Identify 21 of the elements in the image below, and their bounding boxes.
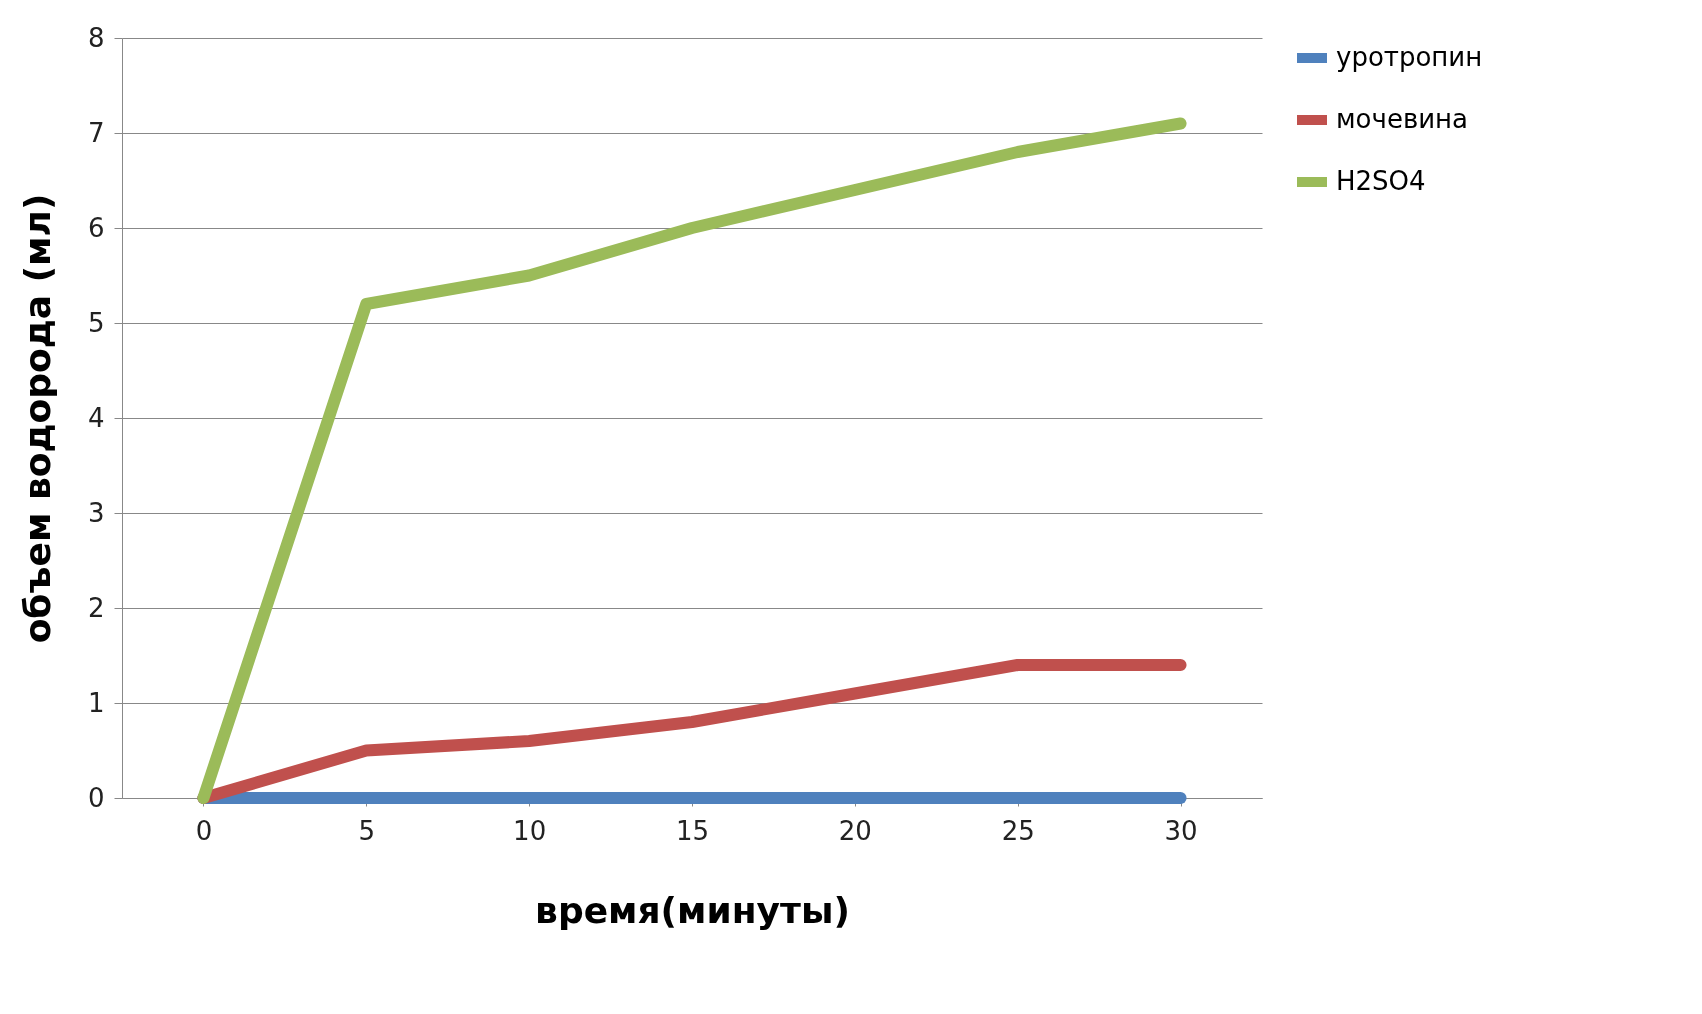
x-tick-label: 25 — [1001, 815, 1035, 846]
legend-label: уротропин — [1336, 42, 1483, 72]
y-tick-label: 1 — [87, 687, 105, 718]
x-tick-label: 20 — [838, 815, 872, 846]
x-tick-label: 5 — [358, 815, 376, 846]
y-tick-label: 7 — [87, 117, 105, 148]
legend-label: H2SO4 — [1336, 166, 1426, 196]
x-tick-label: 15 — [675, 815, 710, 846]
y-tick-label: 2 — [87, 592, 105, 623]
y-tick-label: 4 — [87, 402, 105, 433]
x-axis-title: время(минуты) — [535, 889, 850, 931]
y-tick-label: 8 — [87, 22, 105, 53]
x-tick-label: 0 — [195, 815, 213, 846]
y-tick-label: 5 — [87, 307, 105, 338]
x-tick-label: 30 — [1164, 815, 1198, 846]
y-axis-title: объем водорода (мл) — [16, 193, 58, 644]
y-tick-label: 6 — [87, 212, 105, 243]
legend-label: мочевина — [1336, 104, 1469, 134]
y-tick-label: 0 — [87, 782, 105, 813]
x-tick-label: 10 — [513, 815, 547, 846]
y-tick-label: 3 — [87, 497, 105, 528]
